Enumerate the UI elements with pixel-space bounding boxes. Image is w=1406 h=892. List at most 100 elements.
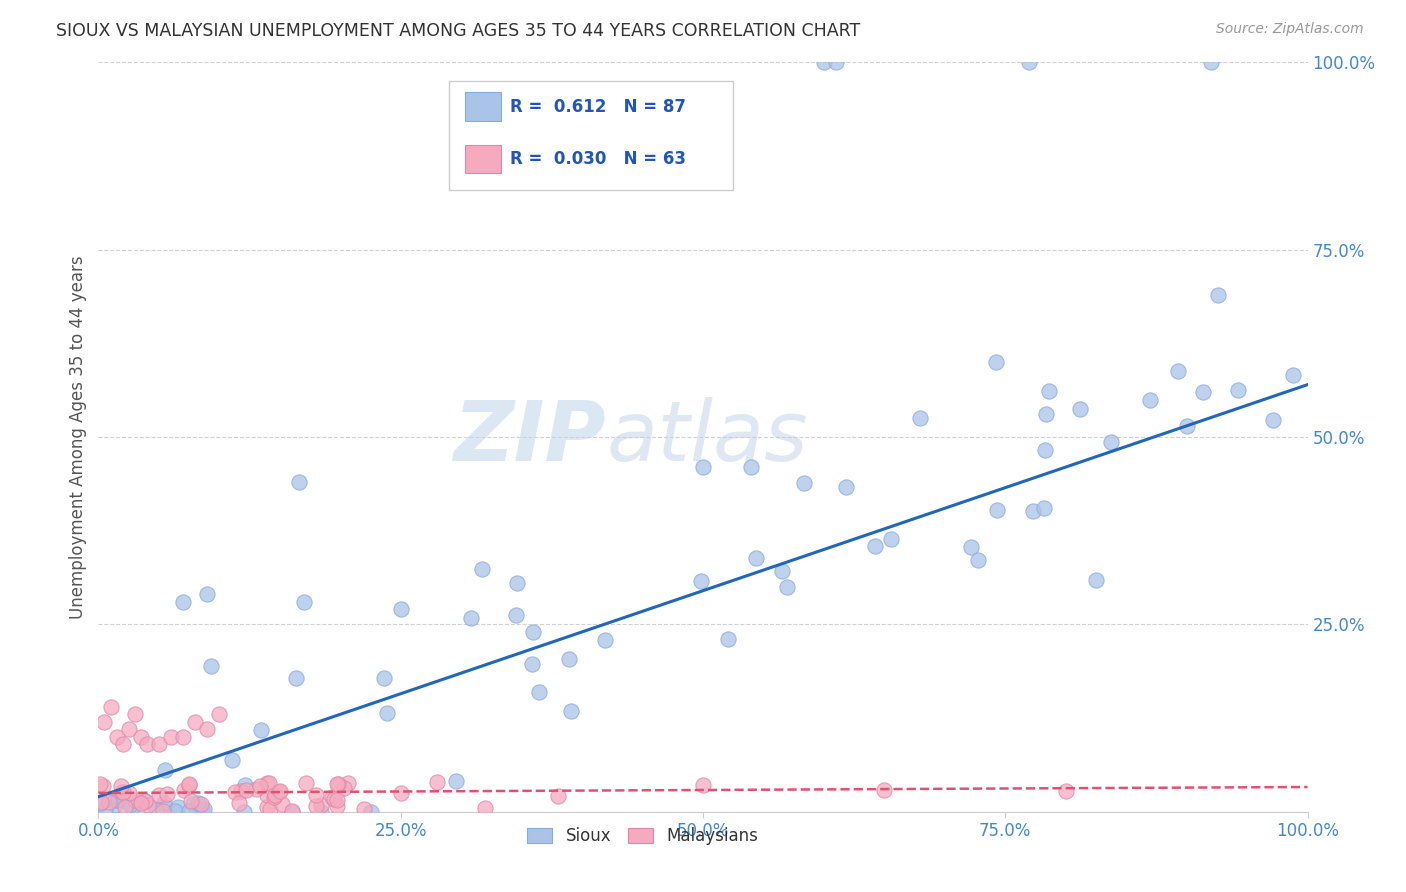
Point [148, 788, 170, 802]
Point [1069, 401, 1091, 416]
Point [1054, 784, 1077, 798]
Point [173, 783, 195, 797]
Point [1281, 368, 1303, 382]
Point [326, 799, 349, 814]
Point [295, 776, 318, 790]
Point [229, 784, 252, 798]
Point [745, 550, 768, 565]
Point [118, 723, 141, 737]
Point [110, 779, 132, 793]
Point [1175, 418, 1198, 433]
Point [1227, 383, 1250, 397]
Point [595, 633, 617, 648]
Point [195, 723, 218, 737]
Point [179, 778, 201, 792]
Point [863, 539, 886, 553]
Point [267, 785, 290, 799]
Point [245, 782, 267, 797]
Point [249, 723, 271, 738]
Point [1018, 55, 1040, 70]
Point [134, 794, 156, 808]
Point [257, 776, 280, 790]
Point [112, 785, 135, 799]
Point [152, 804, 174, 818]
Point [124, 707, 146, 722]
Point [692, 460, 714, 475]
Point [131, 796, 153, 810]
Point [148, 737, 170, 751]
Point [228, 797, 250, 811]
Point [825, 55, 848, 70]
Point [224, 785, 246, 799]
Point [110, 790, 132, 805]
Point [360, 805, 382, 819]
Point [373, 672, 395, 686]
Point [309, 805, 332, 819]
Point [145, 803, 167, 817]
Point [986, 354, 1008, 368]
Point [444, 773, 467, 788]
Point [208, 707, 231, 722]
Point [156, 788, 179, 802]
Point [180, 794, 202, 808]
Point [200, 658, 222, 673]
Point [193, 802, 215, 816]
Point [191, 803, 214, 817]
Point [187, 796, 209, 810]
Text: ZIP: ZIP [454, 397, 606, 477]
Text: atlas: atlas [606, 397, 808, 477]
Point [426, 775, 449, 789]
Point [181, 797, 204, 811]
Point [986, 502, 1008, 516]
Y-axis label: Unemployment Among Ages 35 to 44 years: Unemployment Among Ages 35 to 44 years [69, 255, 87, 619]
Point [1038, 384, 1060, 398]
Point [967, 553, 990, 567]
Point [184, 714, 207, 729]
Point [259, 802, 281, 816]
Point [232, 805, 254, 819]
Point [104, 793, 127, 807]
Point [1261, 413, 1284, 427]
Point [190, 797, 212, 812]
Point [813, 55, 835, 70]
Point [389, 602, 412, 616]
Text: R =  0.030   N = 63: R = 0.030 N = 63 [509, 150, 686, 168]
Point [172, 595, 194, 609]
Point [195, 587, 218, 601]
Point [89, 777, 111, 791]
Point [305, 798, 328, 813]
FancyBboxPatch shape [465, 93, 501, 121]
Point [135, 737, 157, 751]
Point [1139, 392, 1161, 407]
Point [505, 608, 527, 623]
Point [1084, 573, 1107, 587]
Point [305, 788, 328, 802]
Point [323, 792, 346, 806]
Point [235, 783, 257, 797]
Point [690, 574, 713, 588]
Point [1033, 501, 1056, 516]
Point [271, 797, 294, 811]
Point [547, 789, 569, 804]
Point [124, 793, 146, 807]
Point [111, 737, 134, 751]
Point [375, 706, 398, 721]
Point [793, 475, 815, 490]
Point [107, 792, 129, 806]
Point [90, 795, 112, 809]
Point [522, 657, 544, 672]
FancyBboxPatch shape [465, 145, 501, 173]
Point [326, 793, 349, 807]
Point [389, 786, 412, 800]
Point [1192, 384, 1215, 399]
Point [321, 789, 343, 804]
Point [167, 800, 190, 814]
Point [292, 595, 315, 609]
Point [285, 671, 308, 685]
Point [256, 800, 278, 814]
Point [527, 685, 550, 699]
Text: R =  0.612   N = 87: R = 0.612 N = 87 [509, 97, 686, 116]
Point [1199, 55, 1222, 70]
Point [91, 779, 114, 793]
Point [155, 763, 177, 777]
